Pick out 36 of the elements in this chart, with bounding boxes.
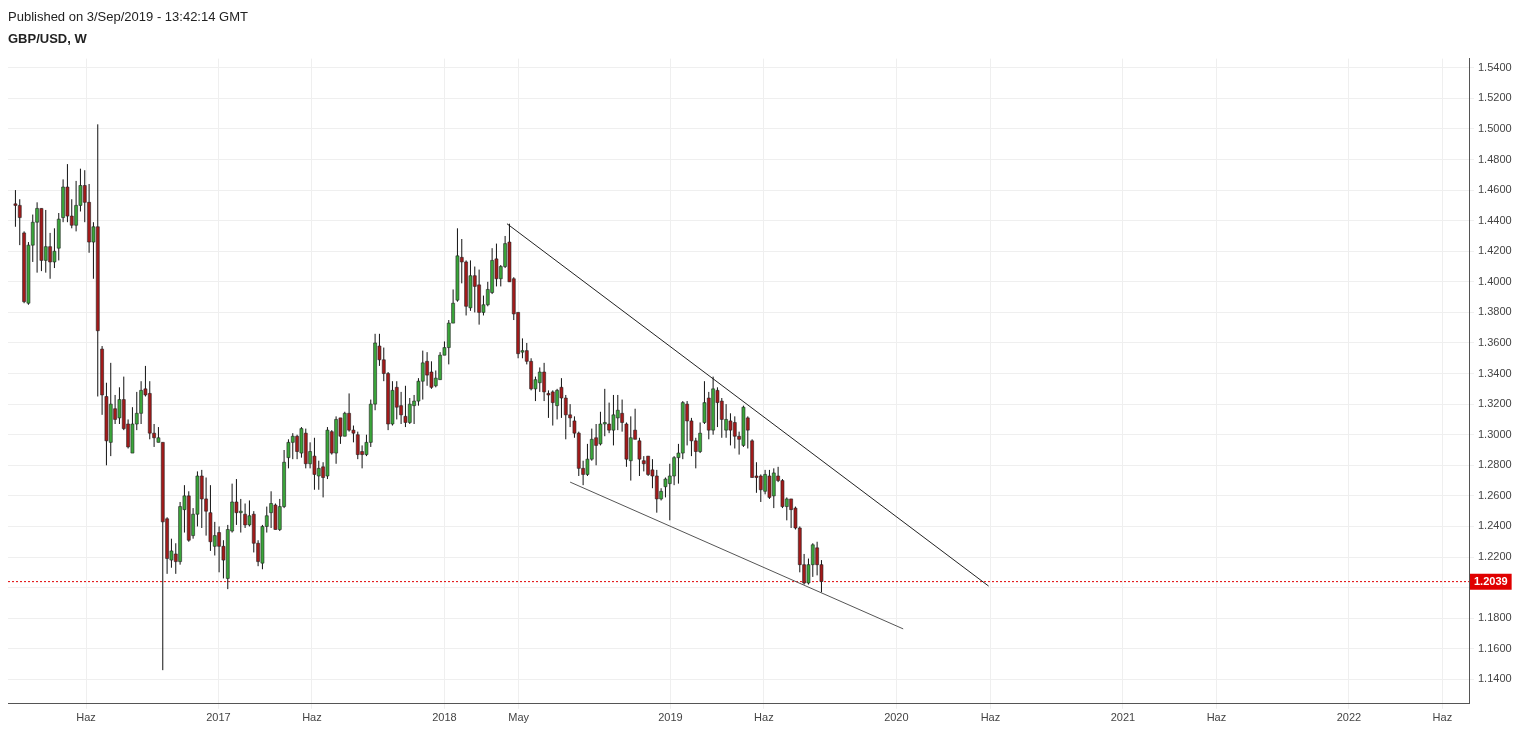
y-tick-label: 1.3800	[1478, 305, 1512, 318]
ref-line-label: 1.2039	[1474, 574, 1508, 587]
y-tick-label: 1.1600	[1478, 641, 1512, 654]
y-tick-label: 1.1400	[1478, 672, 1512, 685]
x-tick-label: 2018	[432, 711, 457, 724]
y-tick-label: 1.5000	[1478, 121, 1512, 134]
y-tick-label: 1.1800	[1478, 611, 1512, 624]
x-tick-label: Haz	[302, 711, 322, 724]
x-tick-label: 2022	[1336, 711, 1362, 724]
y-tick-label: 1.4400	[1478, 213, 1512, 226]
y-tick-label: 1.3600	[1478, 336, 1512, 349]
y-tick-label: 1.2400	[1478, 519, 1512, 532]
y-tick-label: 1.2600	[1478, 488, 1512, 501]
y-tick-label: 1.4000	[1478, 274, 1512, 287]
chart-subtitle: GBP/USD, W	[8, 30, 88, 48]
y-tick-label: 1.3000	[1478, 427, 1512, 440]
x-tick-label: 2021	[1110, 711, 1136, 724]
x-tick-label: Haz	[1432, 711, 1453, 724]
x-tick-label: May	[508, 711, 530, 724]
x-tick-label: 2020	[884, 711, 909, 724]
x-tick-label: Haz	[1206, 711, 1227, 724]
y-tick-label: 1.2200	[1478, 550, 1512, 563]
y-tick-label: 1.5400	[1478, 60, 1512, 73]
y-tick-label: 1.2800	[1478, 458, 1512, 471]
x-tick-label: Haz	[754, 711, 774, 724]
y-tick-label: 1.3400	[1478, 366, 1512, 379]
y-tick-label: 1.4200	[1478, 244, 1512, 257]
x-tick-label: Haz	[980, 711, 1001, 724]
y-tick-label: 1.4800	[1478, 152, 1512, 165]
x-tick-label: Haz	[76, 711, 96, 724]
chart-title: Published on 3/Sep/2019 - 13:42:14 GMT	[8, 8, 249, 26]
x-tick-label: 2017	[206, 711, 231, 724]
x-tick-label: 2019	[658, 711, 683, 724]
y-tick-label: 1.4600	[1478, 183, 1512, 196]
y-tick-label: 1.5200	[1478, 91, 1512, 104]
y-tick-label: 1.3200	[1478, 397, 1512, 410]
